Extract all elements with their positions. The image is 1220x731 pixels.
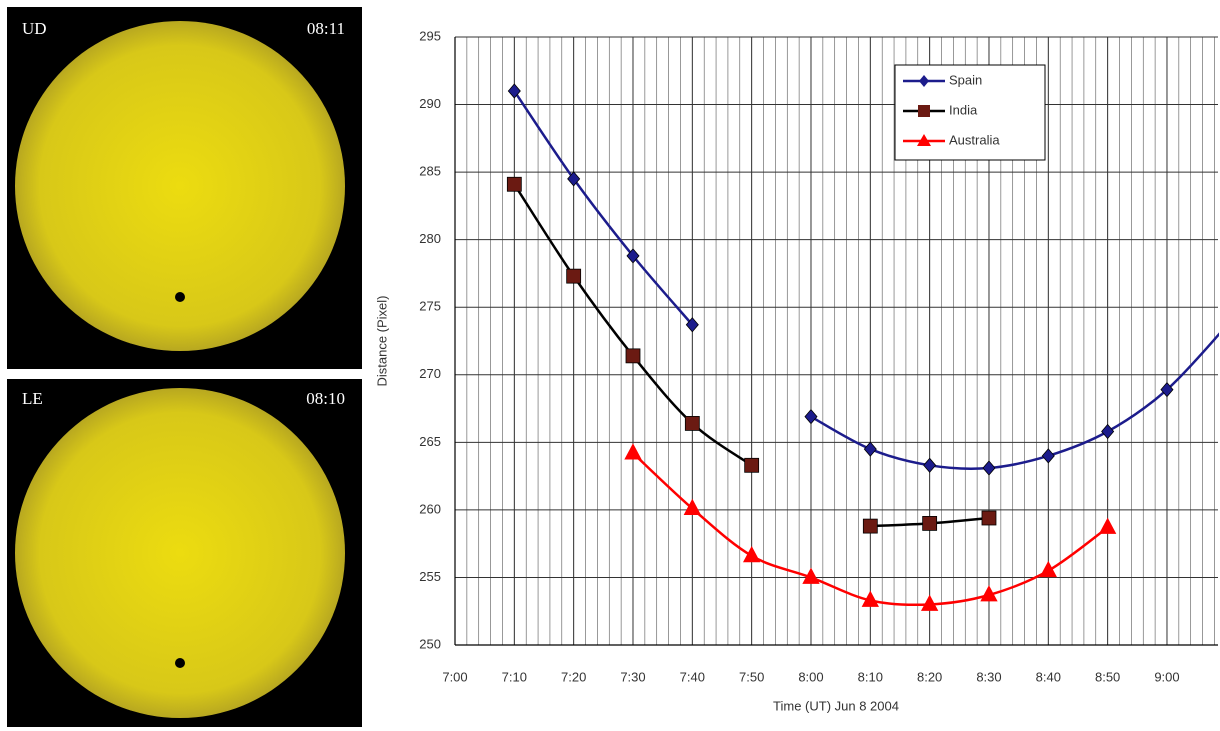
y-tick-label: 250: [419, 636, 441, 651]
marker: [507, 177, 521, 191]
x-tick-label: 7:00: [442, 669, 467, 684]
x-tick-label: 7:50: [739, 669, 764, 684]
y-tick-label: 270: [419, 366, 441, 381]
y-tick-label: 285: [419, 164, 441, 179]
marker: [1040, 562, 1056, 577]
legend-label: Spain: [949, 72, 982, 87]
legend-label: Australia: [949, 132, 1000, 147]
y-tick-label: 260: [419, 501, 441, 516]
marker: [567, 269, 581, 283]
x-axis-title: Time (UT) Jun 8 2004: [773, 698, 899, 713]
marker: [864, 442, 876, 456]
marker: [685, 416, 699, 430]
marker: [982, 511, 996, 525]
legend-label: India: [949, 102, 978, 117]
marker: [805, 410, 817, 424]
grid: [455, 37, 1218, 645]
y-tick-label: 275: [419, 299, 441, 314]
x-tick-label: 7:30: [620, 669, 645, 684]
sun-panel: LE 08:10: [7, 379, 362, 727]
x-tick-label: 8:00: [798, 669, 823, 684]
marker: [1100, 518, 1116, 533]
page: {"panels": [{"label": "UD", "time": "08:…: [0, 0, 1220, 731]
y-tick-label: 295: [419, 28, 441, 43]
x-tick-label: 7:10: [502, 669, 527, 684]
marker: [923, 516, 937, 530]
legend: Spain India Australia: [895, 65, 1045, 160]
marker: [1042, 449, 1054, 463]
marker: [684, 500, 700, 515]
x-tick-label: 8:20: [917, 669, 942, 684]
legend-marker: [918, 105, 930, 117]
y-axis-title: Distance (Pixel): [374, 295, 389, 386]
x-tick-label: 7:20: [561, 669, 586, 684]
plot: [507, 84, 1220, 610]
marker: [745, 458, 759, 472]
panel-label: LE: [22, 389, 43, 408]
marker: [625, 444, 641, 459]
x-tick-label: 7:40: [680, 669, 705, 684]
y-tick-label: 280: [419, 231, 441, 246]
marker: [626, 349, 640, 363]
x-tick-label: 9:00: [1154, 669, 1179, 684]
x-tick-label: 8:50: [1095, 669, 1120, 684]
marker: [924, 458, 936, 472]
x-tick-label: 8:30: [976, 669, 1001, 684]
panel-time: 08:10: [306, 389, 345, 408]
x-tick-label: 8:40: [1036, 669, 1061, 684]
panel-label: UD: [22, 19, 47, 38]
marker: [744, 547, 760, 562]
y-tick-label: 290: [419, 96, 441, 111]
marker: [863, 519, 877, 533]
marker: [983, 461, 995, 475]
sun-panel: UD 08:11: [7, 7, 362, 369]
figure: UD 08:11 LE 08:10 Time (UT) Jun 8 2004 D…: [0, 0, 1220, 731]
x-tick-label: 8:10: [858, 669, 883, 684]
marker: [1102, 425, 1114, 439]
panel-time: 08:11: [307, 19, 345, 38]
y-tick-label: 255: [419, 569, 441, 584]
series-line: [514, 91, 1220, 469]
y-tick-label: 265: [419, 434, 441, 449]
